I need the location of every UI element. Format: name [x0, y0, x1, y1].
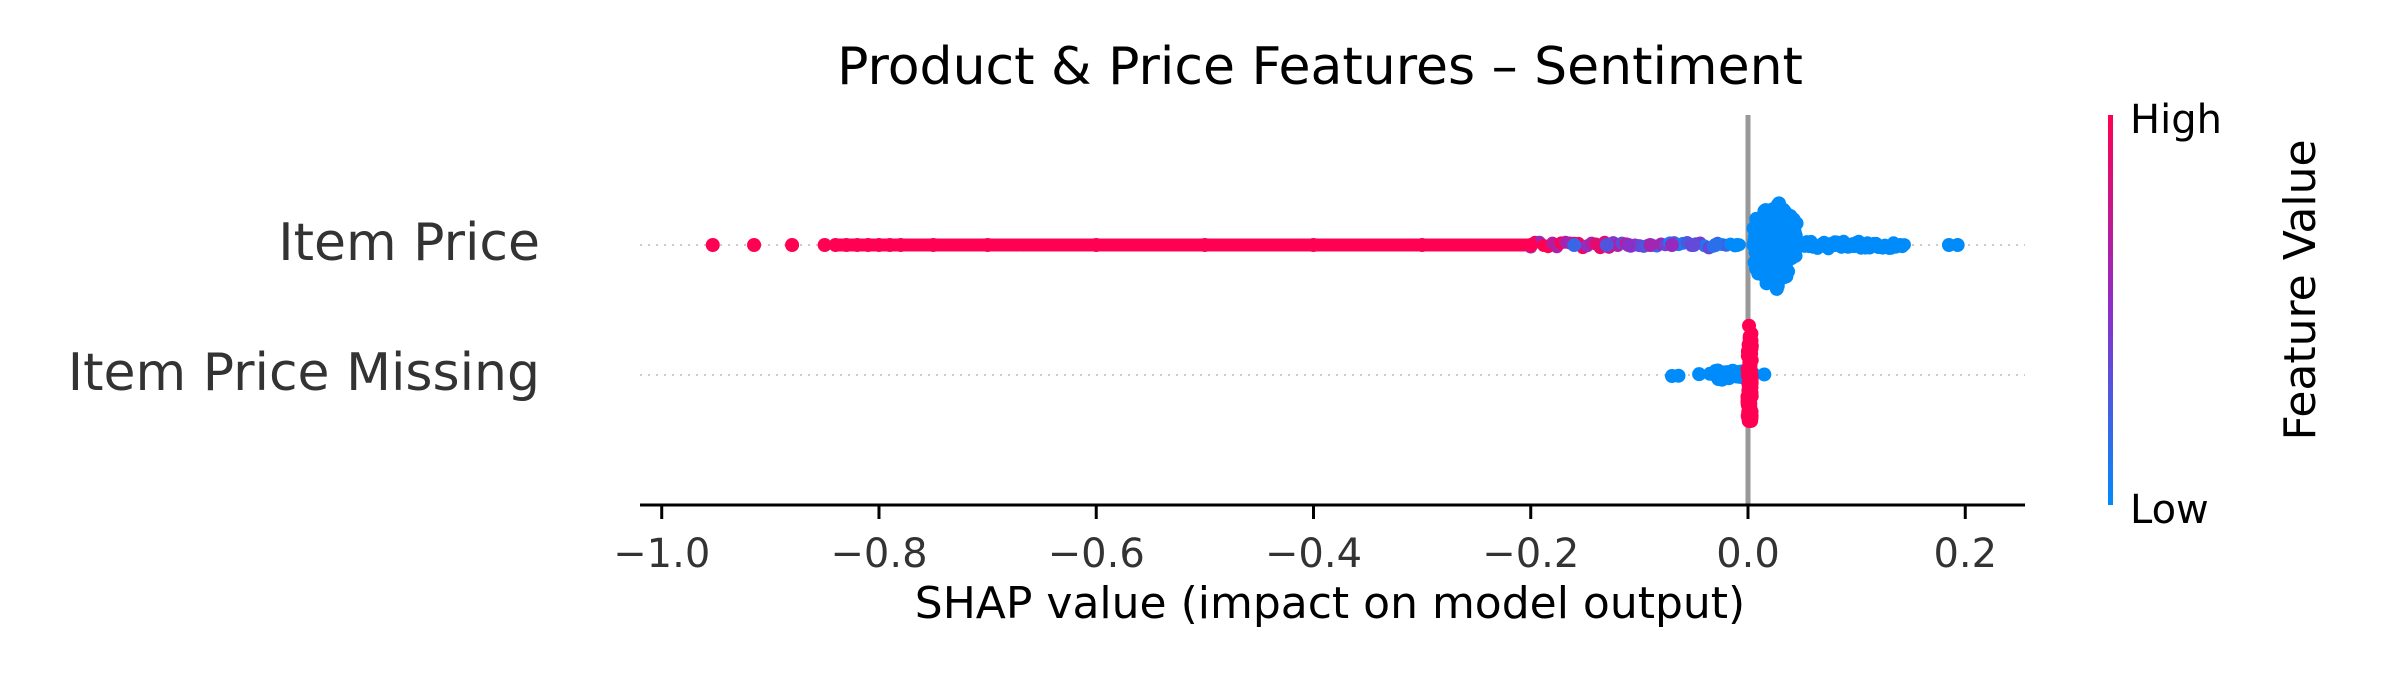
shap-point — [705, 238, 720, 252]
shap-point — [980, 238, 995, 252]
shap-point — [1415, 238, 1430, 252]
shap-point — [1730, 238, 1745, 252]
shap-point — [1786, 215, 1801, 230]
feature-row-guides — [640, 244, 2025, 376]
shap-point — [1784, 251, 1799, 266]
shap-point — [1860, 238, 1875, 252]
shap-point — [1757, 367, 1772, 382]
feature-label: Item Price — [278, 213, 540, 273]
colorbar-low-label: Low — [2130, 487, 2209, 533]
shap-point — [1621, 238, 1636, 252]
shap-point — [1773, 238, 1788, 252]
x-tick-label: −0.4 — [1265, 531, 1362, 577]
x-tick-label: −1.0 — [613, 531, 710, 577]
shap-point — [747, 238, 762, 252]
shap-point — [1749, 261, 1764, 276]
x-tick-label: 0.2 — [1933, 531, 1997, 577]
shap-point — [785, 238, 800, 252]
shap-point — [1523, 238, 1538, 252]
shap-point — [1771, 197, 1786, 212]
chart-title: Product & Price Features – Sentiment — [837, 37, 1803, 97]
shap-point — [1740, 408, 1755, 423]
shap-point — [1664, 238, 1679, 252]
shap-point — [1762, 238, 1777, 252]
shap-point — [1749, 220, 1764, 235]
shap-point — [1306, 238, 1321, 252]
shap-point — [1783, 236, 1798, 251]
shap-point — [1089, 238, 1104, 252]
shap-point — [1726, 364, 1741, 379]
shap-point — [1741, 347, 1756, 362]
shap-point — [1599, 238, 1614, 252]
shap-point — [1692, 367, 1707, 382]
shap-point — [926, 238, 941, 252]
shap-point — [882, 238, 897, 252]
shap-point — [861, 238, 876, 252]
shap-point — [893, 238, 908, 252]
colorbar — [2108, 115, 2113, 505]
shap-point — [1643, 238, 1658, 252]
shap-points — [705, 196, 1965, 428]
shap-point — [1827, 238, 1842, 252]
shap-point — [1708, 238, 1723, 252]
shap-point — [1757, 204, 1772, 219]
shap-point — [1950, 238, 1965, 252]
colorbar-high-label: High — [2130, 97, 2222, 143]
shap-point — [1893, 238, 1908, 252]
shap-point — [1567, 238, 1582, 252]
shap-point — [1746, 238, 1761, 252]
x-tick-label: −0.2 — [1482, 531, 1579, 577]
shap-point — [1741, 394, 1756, 409]
shap-point — [839, 238, 854, 252]
shap-point — [1795, 238, 1810, 252]
shap-point — [1197, 238, 1212, 252]
x-axis-ticks: −1.0 −0.8 −0.6 −0.4 −0.2 0.0 0.2 — [613, 505, 1997, 577]
shap-point — [871, 238, 886, 252]
shap-point — [1742, 318, 1757, 333]
shap-point — [1759, 276, 1774, 291]
shap-point — [1742, 366, 1757, 381]
shap-point — [1715, 372, 1730, 387]
shap-point — [1765, 249, 1780, 264]
shap-point — [828, 238, 843, 252]
shap-point — [1771, 213, 1786, 228]
shap-point — [1741, 377, 1756, 392]
feature-label: Item Price Missing — [68, 343, 540, 403]
x-tick-label: 0.0 — [1716, 531, 1780, 577]
x-tick-label: −0.8 — [830, 531, 927, 577]
shap-point — [1777, 270, 1792, 285]
x-axis-label: SHAP value (impact on model output) — [915, 578, 1745, 629]
shap-point — [1671, 368, 1686, 383]
colorbar-title: Feature Value — [2275, 139, 2326, 440]
x-tick-label: −0.6 — [1048, 531, 1145, 577]
shap-point — [1742, 331, 1757, 346]
shap-point — [850, 238, 865, 252]
shap-point — [817, 238, 832, 252]
shap-point — [1686, 238, 1701, 252]
feature-labels: Item Price Item Price Missing — [68, 213, 540, 403]
